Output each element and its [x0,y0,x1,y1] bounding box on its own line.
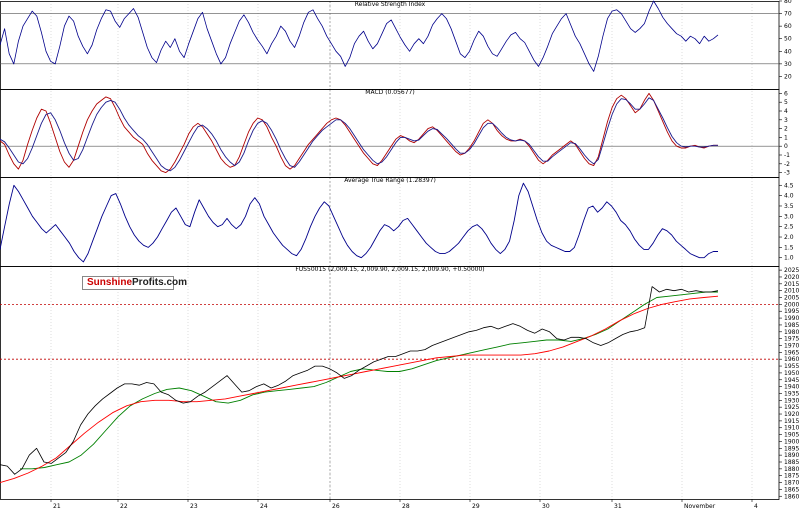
price-y-tick-label: 1920 [784,411,799,418]
price-y-tick-label: 1995 [784,308,799,315]
price-y-tick-label: 1890 [784,452,799,459]
price-line [0,286,719,475]
price-title: FUS50015 (2,009.15, 2,009.90, 2,009.15, … [295,266,484,273]
macd-y-tick-label: 1 [784,134,788,141]
price-y-tick-label: 1950 [784,370,799,377]
x-tick-label: 26 [332,503,340,510]
macd-signal-line [0,97,718,172]
price-panel-border [0,266,780,500]
x-tick-label: 21 [53,503,61,510]
price-y-tick-label: 1860 [784,493,799,500]
rsi-y-tick-label: 30 [784,61,792,68]
x-tick-label: 29 [472,503,480,510]
price-y-tick-label: 1925 [784,404,799,411]
price-y-tick-label: 1885 [784,459,799,466]
macd-y-tick-label: 5 [784,99,788,106]
price-y-tick-label: 2015 [784,281,799,288]
logo-part-sunshine: Sunshine [87,277,133,288]
price-y-tick-label: 2000 [784,301,799,308]
price-y-tick-label: 2010 [784,288,799,295]
rsi-y-tick-label: 40 [784,48,792,55]
macd-y-tick-label: -2 [784,161,790,168]
macd-title: MACD (0.05677) [365,89,414,96]
macd-y-tick-label: 6 [784,90,788,97]
price-y-tick-label: 1875 [784,473,799,480]
price-y-tick-label: 1975 [784,336,799,343]
atr-y-tick-label: 2.5 [784,224,794,231]
price-y-tick-label: 1880 [784,466,799,473]
rsi-y-tick-label: 70 [784,11,792,18]
price-y-tick-label: 1870 [784,480,799,487]
price-y-tick-label: 1865 [784,486,799,493]
price-y-tick-label: 1945 [784,377,799,384]
macd-y-tick-label: 0 [784,143,788,150]
price-y-tick-label: 2020 [784,274,799,281]
macd-y-tick-label: 2 [784,126,788,133]
price-y-tick-label: 1960 [784,356,799,363]
x-tick-label: November [684,503,716,510]
atr-y-tick-label: 4.0 [784,193,794,200]
rsi-title: Relative Strength Index [355,1,426,8]
price-y-tick-label: 1970 [784,342,799,349]
moving-average-short-line [20,291,718,470]
price-y-tick-label: 1990 [784,315,799,322]
sunshine-profits-logo: SunshineProfits.com [82,276,187,290]
atr-line [0,182,718,263]
x-tick-label: 22 [120,503,128,510]
price-y-tick-label: 1930 [784,397,799,404]
rsi-y-tick-label: 60 [784,23,792,30]
price-y-tick-label: 2005 [784,295,799,302]
macd-y-tick-label: -3 [784,170,790,177]
atr-y-tick-label: 1.5 [784,244,794,251]
x-tick-label: 23 [190,503,198,510]
x-tick-label: 31 [614,503,622,510]
atr-y-tick-label: 1.0 [784,255,794,262]
atr-y-tick-label: 3.5 [784,203,794,210]
rsi-line [0,0,719,72]
price-y-tick-label: 1980 [784,329,799,336]
macd-y-tick-label: 4 [784,108,788,115]
atr-title: Average True Range (1.28397) [344,177,436,184]
rsi-y-tick-label: 20 [784,73,792,80]
price-y-tick-label: 1935 [784,390,799,397]
logo-part-profits: Profits.com [132,277,188,288]
rsi-y-tick-label: 50 [784,36,792,43]
atr-y-tick-label: 2.0 [784,234,794,241]
price-y-tick-label: 1895 [784,445,799,452]
price-y-tick-label: 1900 [784,438,799,445]
x-tick-label: 4 [754,503,758,510]
macd-y-tick-label: -1 [784,152,790,159]
atr-y-tick-label: 4.5 [784,182,794,189]
macd-line [0,92,718,174]
rsi-y-tick-label: 80 [784,0,792,5]
price-y-tick-label: 1955 [784,363,799,370]
price-y-tick-label: 1915 [784,418,799,425]
price-y-tick-label: 2025 [784,267,799,274]
price-y-tick-label: 1910 [784,425,799,432]
price-y-tick-label: 1965 [784,349,799,356]
atr-y-tick-label: 3.0 [784,213,794,220]
price-y-tick-label: 1940 [784,384,799,391]
moving-average-long-line [0,295,719,484]
price-y-tick-label: 1985 [784,322,799,329]
x-tick-label: 28 [402,503,410,510]
macd-y-tick-label: 3 [784,117,788,124]
x-tick-label: 24 [260,503,268,510]
price-y-tick-label: 1905 [784,432,799,439]
x-tick-label: 30 [542,503,550,510]
